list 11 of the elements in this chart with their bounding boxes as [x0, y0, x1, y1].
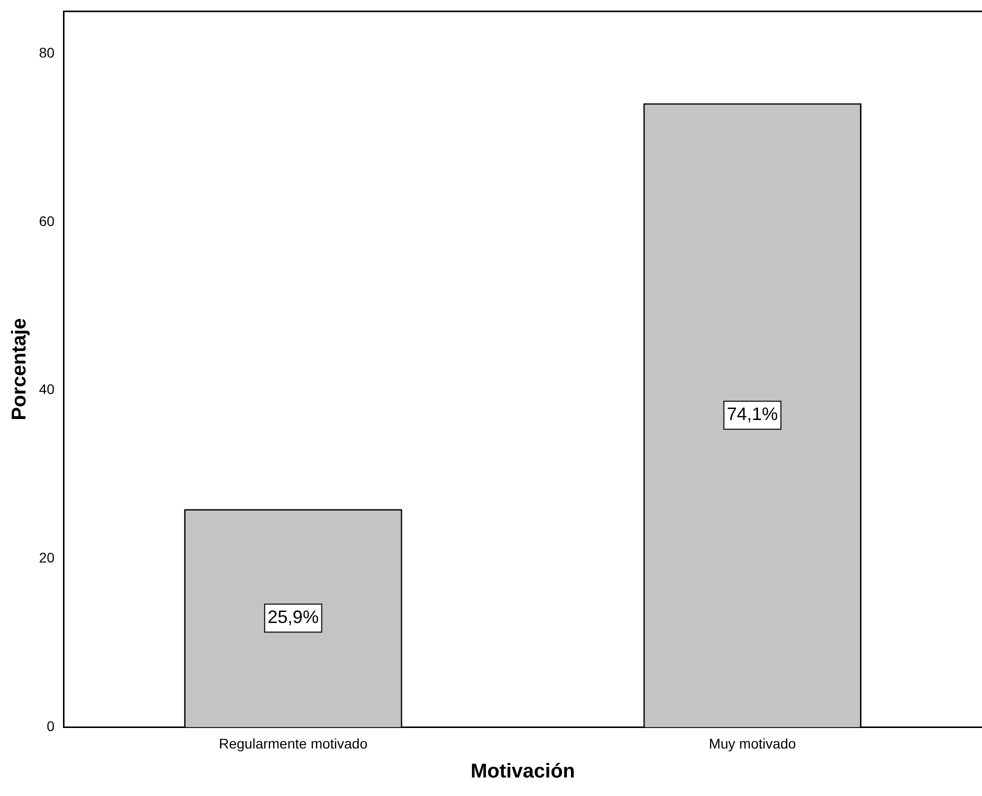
- y-tick-label: 40: [38, 381, 55, 398]
- data-label: 25,9%: [268, 607, 319, 628]
- data-label: 74,1%: [726, 404, 778, 424]
- y-axis-title: Porcentaje: [8, 318, 31, 420]
- x-tick-label: Muy motivado: [708, 735, 796, 752]
- y-tick-label: 80: [38, 44, 55, 60]
- y-tick-label: 0: [46, 718, 55, 734]
- y-tick-label: 20: [38, 550, 55, 566]
- y-tick-label: 60: [38, 212, 55, 229]
- x-axis-title: Motivación: [470, 760, 576, 783]
- x-tick-label: Regularmente motivado: [218, 735, 368, 752]
